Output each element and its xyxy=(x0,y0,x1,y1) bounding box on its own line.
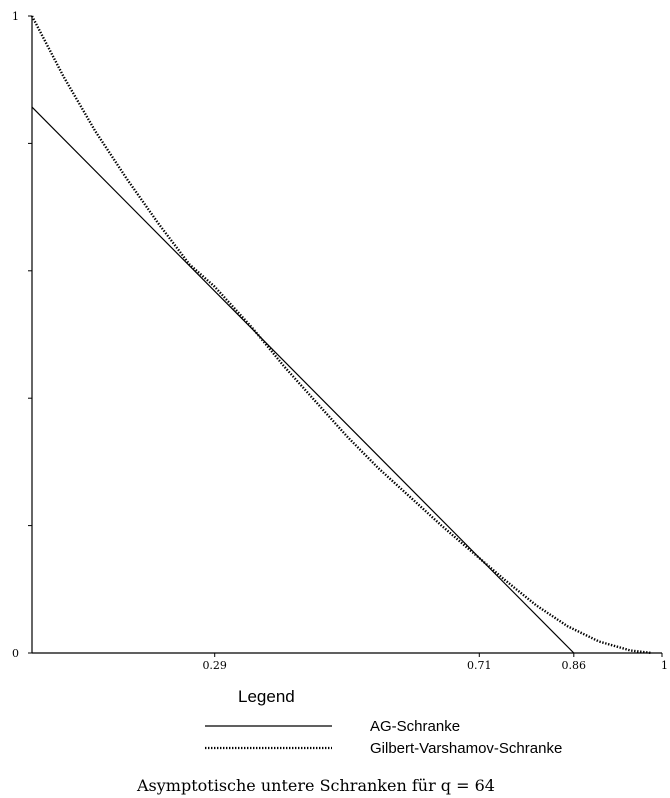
axes: 0 1 0.29 0.71 0.86 1 xyxy=(12,10,668,672)
x-tick-label: 0.29 xyxy=(202,659,227,672)
series-gilbert-varshamov-schranke xyxy=(30,15,653,655)
legend: Legend AG-Schranke Gilbert-Varshamov-Sch… xyxy=(205,687,562,757)
legend-label-ag: AG-Schranke xyxy=(370,718,460,735)
y-tick-label: 1 xyxy=(12,10,19,23)
y-tick-label: 0 xyxy=(12,647,19,660)
x-tick-label: 0.71 xyxy=(467,659,492,672)
chart-caption: Asymptotische untere Schranken für q = 6… xyxy=(136,776,495,795)
legend-title: Legend xyxy=(238,687,295,706)
legend-label-gv: Gilbert-Varshamov-Schranke xyxy=(370,740,562,757)
x-tick-label: 1 xyxy=(661,659,668,672)
x-tick-label: 0.86 xyxy=(562,659,587,672)
series-layer xyxy=(30,15,653,655)
series-ag-schranke xyxy=(31,106,575,654)
